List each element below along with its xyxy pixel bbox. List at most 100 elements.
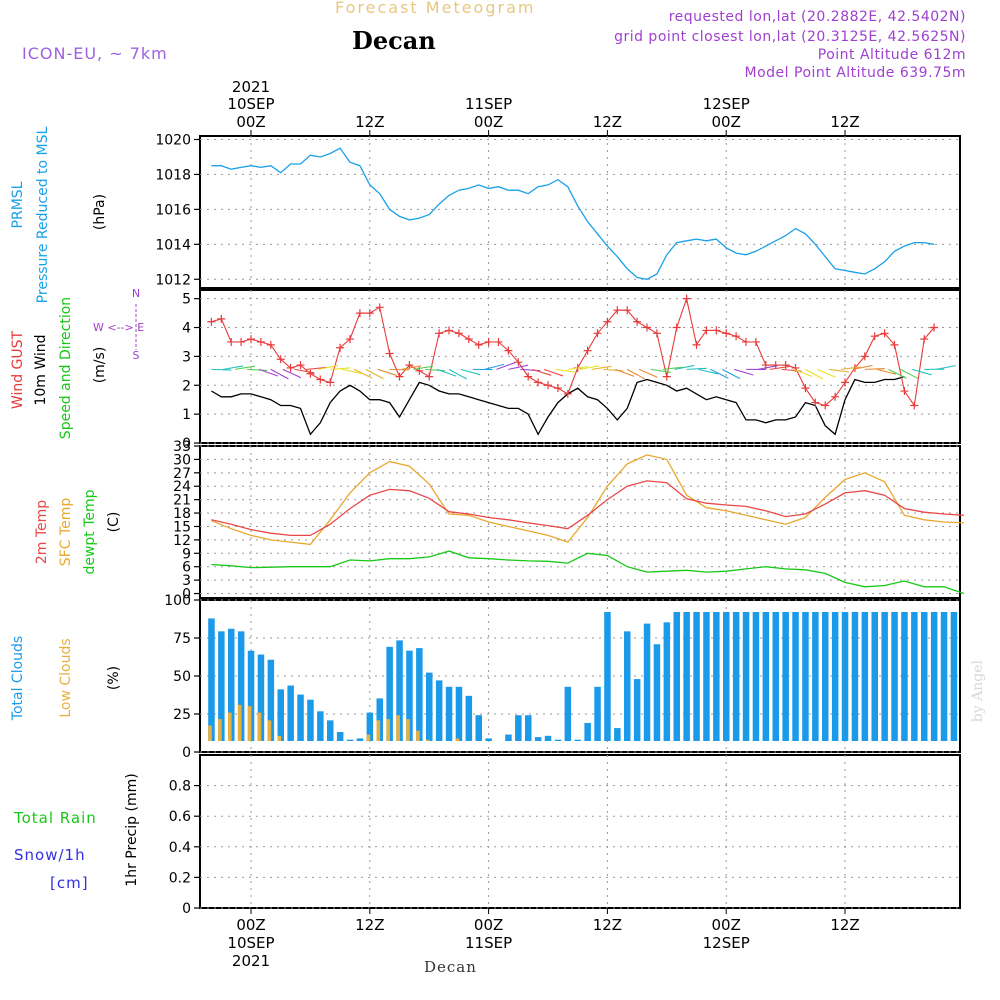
wind-arrow (935, 365, 956, 370)
total-cloud-bar (574, 739, 581, 741)
total-cloud-bar (950, 612, 958, 741)
time-tick-label-top: 12Z (355, 113, 384, 131)
wind-arrow (484, 363, 505, 370)
y-tick-label: 0 (182, 745, 191, 761)
pressure-line (211, 147, 935, 280)
wind-arrow (912, 368, 932, 376)
wind-arrow (508, 364, 529, 370)
wind-line (211, 375, 905, 436)
dewpt-legend: dewpt Temp (82, 489, 98, 574)
total-cloud-bar (564, 686, 572, 741)
gust-marker (920, 335, 929, 344)
requested-coords: requested lon,lat (20.2882E, 42.5402N) (668, 9, 966, 25)
gust-marker (841, 378, 849, 387)
wind-arrow (496, 362, 516, 370)
total-cloud-bar (921, 612, 928, 741)
panel-frame (199, 289, 961, 444)
pressure-unit: (hPa) (92, 194, 108, 230)
date-label-top: 12SEP (703, 95, 750, 113)
total-cloud-bar (396, 640, 403, 741)
time-tick-label-bottom: 00Z (712, 916, 741, 934)
time-tick-label-top: 00Z (236, 113, 265, 131)
total-cloud-bar (831, 612, 839, 741)
y-tick-label: 0.6 (169, 809, 191, 825)
gust-marker (207, 317, 216, 326)
time-tick-label-bottom: 00Z (236, 916, 265, 934)
total-cloud-bar (544, 735, 552, 741)
gust-marker (870, 332, 879, 341)
wind-arrow (282, 368, 302, 379)
gust-marker (326, 378, 335, 387)
gust-marker (900, 387, 909, 396)
total-cloud-bar (633, 679, 641, 741)
total-cloud-bar (416, 648, 423, 741)
gust-marker (474, 340, 483, 349)
total-cloud-bar (327, 720, 334, 741)
wind-arrow (365, 368, 384, 380)
gust-marker (445, 326, 453, 335)
wind-arrow (698, 368, 719, 375)
total-cloud-bar (861, 612, 869, 741)
total-cloud-bar (297, 694, 304, 741)
gust-marker (355, 309, 364, 318)
gust-marker (771, 361, 780, 370)
total-cloud-bar (752, 612, 760, 741)
wind-arrow (710, 368, 729, 379)
gust-marker (256, 337, 265, 346)
wind-arrow (674, 364, 695, 370)
wind-arrow (436, 368, 457, 377)
gust-marker (454, 329, 463, 338)
low-cloud-legend: Low Clouds (58, 638, 74, 717)
total-cloud-bar (653, 644, 661, 741)
total-cloud-bar (802, 612, 809, 741)
y-tick-label: 25 (173, 707, 191, 723)
model-label: ICON-EU, ~ 7km (22, 44, 168, 63)
wind-arrow (270, 368, 289, 380)
gust-marker (514, 358, 523, 367)
total-cloud-bar (228, 628, 235, 741)
y-tick-label: 9 (182, 546, 191, 562)
total-cloud-bar (614, 728, 621, 741)
total-cloud-bar (683, 612, 690, 741)
total-cloud-bar (505, 734, 512, 741)
total-cloud-bar (208, 618, 215, 741)
gust-marker (247, 335, 255, 344)
total-cloud-bar (841, 612, 849, 741)
gust-marker (652, 329, 661, 338)
total-cloud-bar (426, 672, 433, 741)
snow-legend: Snow/1h (14, 846, 86, 864)
wind-arrow (638, 368, 658, 378)
total-cloud-bar (871, 612, 878, 741)
total-cloud-bar (693, 612, 700, 741)
gust-marker (524, 372, 533, 381)
y-tick-label: 5 (182, 292, 191, 308)
gust-marker (831, 392, 840, 401)
wind-arrow (852, 364, 873, 370)
total-cloud-bar (376, 698, 383, 741)
total-cloud-bar (515, 715, 522, 741)
wind-arrow (579, 365, 600, 370)
gridpoint-coords: grid point closest lon,lat (20.3125E, 42… (614, 29, 966, 45)
wind-arrow (900, 368, 919, 380)
total-cloud-bar (218, 631, 225, 741)
time-tick-label-top: 12Z (593, 113, 622, 131)
total-cloud-bar (723, 612, 730, 741)
total-cloud-bar (742, 612, 750, 741)
y-tick-label: 100 (164, 593, 191, 609)
gust-marker (336, 343, 345, 352)
total-cloud-bar (277, 689, 284, 741)
gust-marker (910, 401, 919, 410)
wind-arrow (829, 368, 850, 373)
gust-marker (781, 361, 790, 370)
gust-line (211, 296, 935, 407)
wind-arrow (876, 368, 897, 375)
year-label-top: 2021 (232, 78, 270, 96)
total-cloud-bar (287, 685, 294, 741)
low-cloud-bar (416, 730, 420, 741)
low-cloud-bar (406, 719, 410, 741)
gust-marker (504, 346, 513, 355)
y-tick-label: 1012 (155, 272, 191, 288)
y-tick-label: 0.4 (169, 840, 191, 856)
total-cloud-bar (772, 612, 779, 741)
